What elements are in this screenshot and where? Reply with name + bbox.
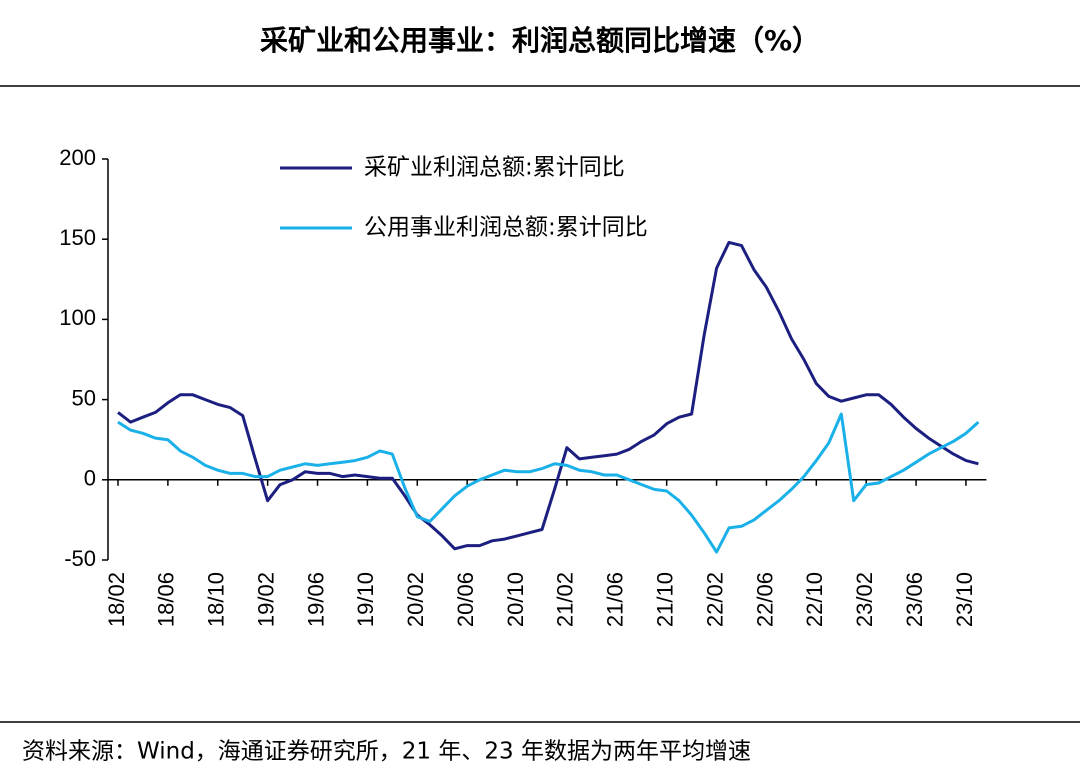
x-tick-label: 19/06 (303, 572, 328, 627)
x-tick-label: 20/02 (403, 572, 428, 627)
y-tick-label: 150 (59, 225, 96, 250)
y-tick-label: -50 (64, 546, 96, 571)
x-tick-label: 18/02 (104, 572, 129, 627)
y-tick-label: 200 (59, 145, 96, 170)
y-tick-label: 100 (59, 305, 96, 330)
x-tick-label: 21/06 (603, 572, 628, 627)
x-tick-label: 22/02 (702, 572, 727, 627)
x-tick-label: 21/02 (553, 572, 578, 627)
x-tick-label: 22/06 (752, 572, 777, 627)
legend-label: 采矿业利润总额:累计同比 (364, 155, 625, 181)
x-tick-label: 23/10 (952, 572, 977, 627)
x-tick-label: 20/10 (503, 572, 528, 627)
x-tick-label: 23/02 (852, 572, 877, 627)
x-tick-label: 23/06 (902, 572, 927, 627)
y-tick-label: 50 (72, 385, 96, 410)
x-tick-label: 18/10 (204, 572, 229, 627)
series-line (117, 240, 979, 551)
x-tick-label: 19/02 (253, 572, 278, 627)
series-line (117, 412, 980, 554)
y-tick-label: 0 (84, 466, 96, 491)
chart-title: 采矿业和公用事业：利润总额同比增速（%） (260, 24, 820, 57)
source-note: 资料来源：Wind，海通证券研究所，21 年、23 年数据为两年平均增速 (22, 739, 751, 765)
x-tick-label: 22/10 (802, 572, 827, 627)
x-tick-label: 18/06 (154, 572, 179, 627)
x-tick-label: 19/10 (353, 572, 378, 627)
legend-label: 公用事业利润总额:累计同比 (364, 215, 648, 241)
x-tick-label: 21/10 (652, 572, 677, 627)
x-tick-label: 20/06 (453, 572, 478, 627)
